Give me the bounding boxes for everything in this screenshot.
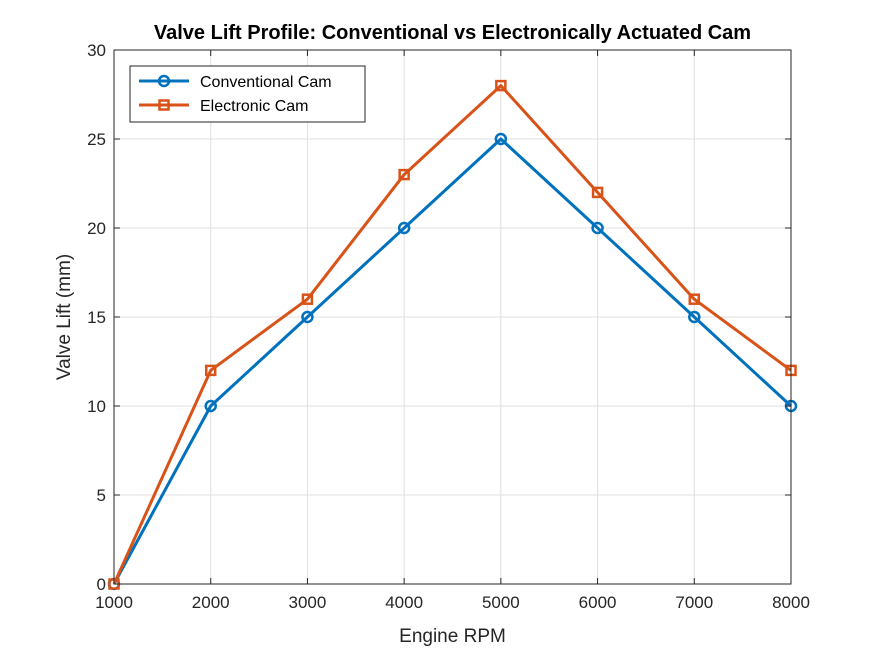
y-tick-label: 0 xyxy=(97,575,106,594)
y-tick-label: 15 xyxy=(87,308,106,327)
x-tick-label: 2000 xyxy=(192,593,230,612)
data-point xyxy=(591,186,604,199)
chart-title: Valve Lift Profile: Conventional vs Elec… xyxy=(154,22,751,44)
legend-marker xyxy=(157,74,171,88)
y-tick-label: 25 xyxy=(87,130,106,149)
legend-label: Electronic Cam xyxy=(200,98,308,115)
tick-labels: 1000 2000 3000 4000 5000 6000 7000 8000 0 5 10 15 20… xyxy=(87,41,810,612)
data-point xyxy=(204,399,217,413)
data-point xyxy=(494,132,508,146)
x-tick-label: 5000 xyxy=(482,593,520,612)
legend: Conventional Cam Electronic Cam xyxy=(129,65,366,123)
x-tick-label: 3000 xyxy=(289,593,327,612)
data-point xyxy=(688,310,701,324)
y-tick-label: 20 xyxy=(87,219,106,238)
data-point xyxy=(301,310,314,324)
x-tick-label: 8000 xyxy=(772,593,810,612)
legend-label: Conventional Cam xyxy=(200,74,332,91)
x-axis-label: Engine RPM xyxy=(399,626,506,647)
data-point xyxy=(204,364,217,377)
data-point xyxy=(398,168,410,181)
data-point xyxy=(397,221,411,235)
x-tick-label: 7000 xyxy=(675,593,713,612)
legend-box xyxy=(129,65,366,123)
series-line xyxy=(112,137,793,585)
data-point xyxy=(301,293,314,305)
series-line xyxy=(112,84,792,585)
y-tick-label: 10 xyxy=(87,397,106,416)
x-tick-label: 6000 xyxy=(579,593,617,612)
x-tick-label: 1000 xyxy=(95,593,133,612)
data-point xyxy=(495,79,507,92)
data-point xyxy=(591,221,604,235)
axis-ticks xyxy=(113,49,792,585)
x-tick-label: 4000 xyxy=(385,593,423,612)
y-axis-label: Valve Lift (mm) xyxy=(54,254,75,380)
y-tick-label: 5 xyxy=(97,486,106,505)
legend-marker xyxy=(158,99,170,111)
y-tick-label: 30 xyxy=(87,41,106,60)
data-point xyxy=(688,293,701,305)
series-2 xyxy=(108,79,797,590)
